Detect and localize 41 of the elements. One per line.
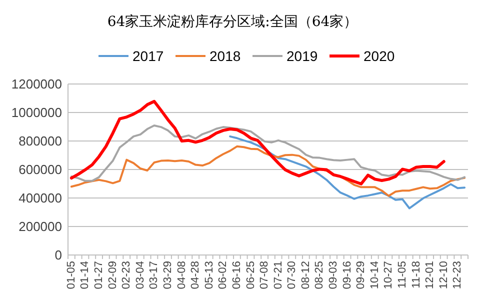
x-tick-label: 03-04 — [134, 261, 146, 290]
legend-label: 2019 — [286, 48, 318, 64]
y-tick-label: 1200000 — [11, 76, 62, 92]
x-tick-label: 12-10 — [438, 261, 450, 290]
x-tick-label: 12-01 — [424, 261, 436, 290]
x-tick-label: 11-05 — [396, 261, 408, 288]
x-tick-label: 02-23 — [120, 261, 133, 290]
x-tick-label: 12-23 — [452, 261, 464, 290]
x-tick-label: 05-13 — [203, 261, 216, 290]
x-tick-label: 09-16 — [341, 261, 354, 290]
y-tick-label: 600000 — [18, 162, 62, 177]
x-tick-label: 06-16 — [230, 261, 243, 290]
x-tick-label: 09-29 — [355, 261, 368, 290]
x-tick-label: 08-25 — [314, 261, 326, 290]
x-tick-label: 01-27 — [93, 261, 106, 290]
x-tick-label: 11-18 — [410, 261, 422, 288]
chart-title: 64家玉米淀粉库存分区域:全国（64家） — [107, 14, 358, 30]
x-tick-label: 06-02 — [217, 261, 230, 290]
legend-label: 2018 — [210, 48, 241, 64]
x-tick-label: 07-21 — [272, 261, 284, 290]
x-tick-label: 03-17 — [148, 261, 160, 290]
y-tick-label: 0 — [54, 248, 62, 262]
x-tick-label: 08-12 — [300, 261, 312, 290]
x-tick-label: 10-14 — [368, 261, 381, 290]
x-tick-label: 04-28 — [190, 261, 202, 290]
y-tick-label: 1000000 — [11, 105, 62, 120]
x-tick-label: 07-08 — [258, 261, 271, 290]
x-tick-label: 01-05 — [65, 261, 78, 290]
x-tick-label: 07-30 — [286, 261, 298, 290]
x-tick-label: 03-29 — [162, 261, 174, 290]
x-tick-label: 06-25 — [244, 261, 257, 290]
x-tick-label: 10-27 — [382, 261, 395, 290]
y-tick-label: 800000 — [18, 134, 62, 148]
x-tick-label: 04-08 — [176, 261, 188, 290]
y-tick-label: 400000 — [18, 190, 62, 206]
x-tick-label: 09-03 — [328, 261, 340, 290]
legend-label: 2020 — [364, 48, 395, 64]
y-tick-label: 200000 — [18, 219, 62, 234]
x-tick-label: 01-14 — [79, 261, 92, 290]
legend-label: 2017 — [132, 48, 164, 64]
x-tick-label: 02-09 — [106, 261, 119, 290]
